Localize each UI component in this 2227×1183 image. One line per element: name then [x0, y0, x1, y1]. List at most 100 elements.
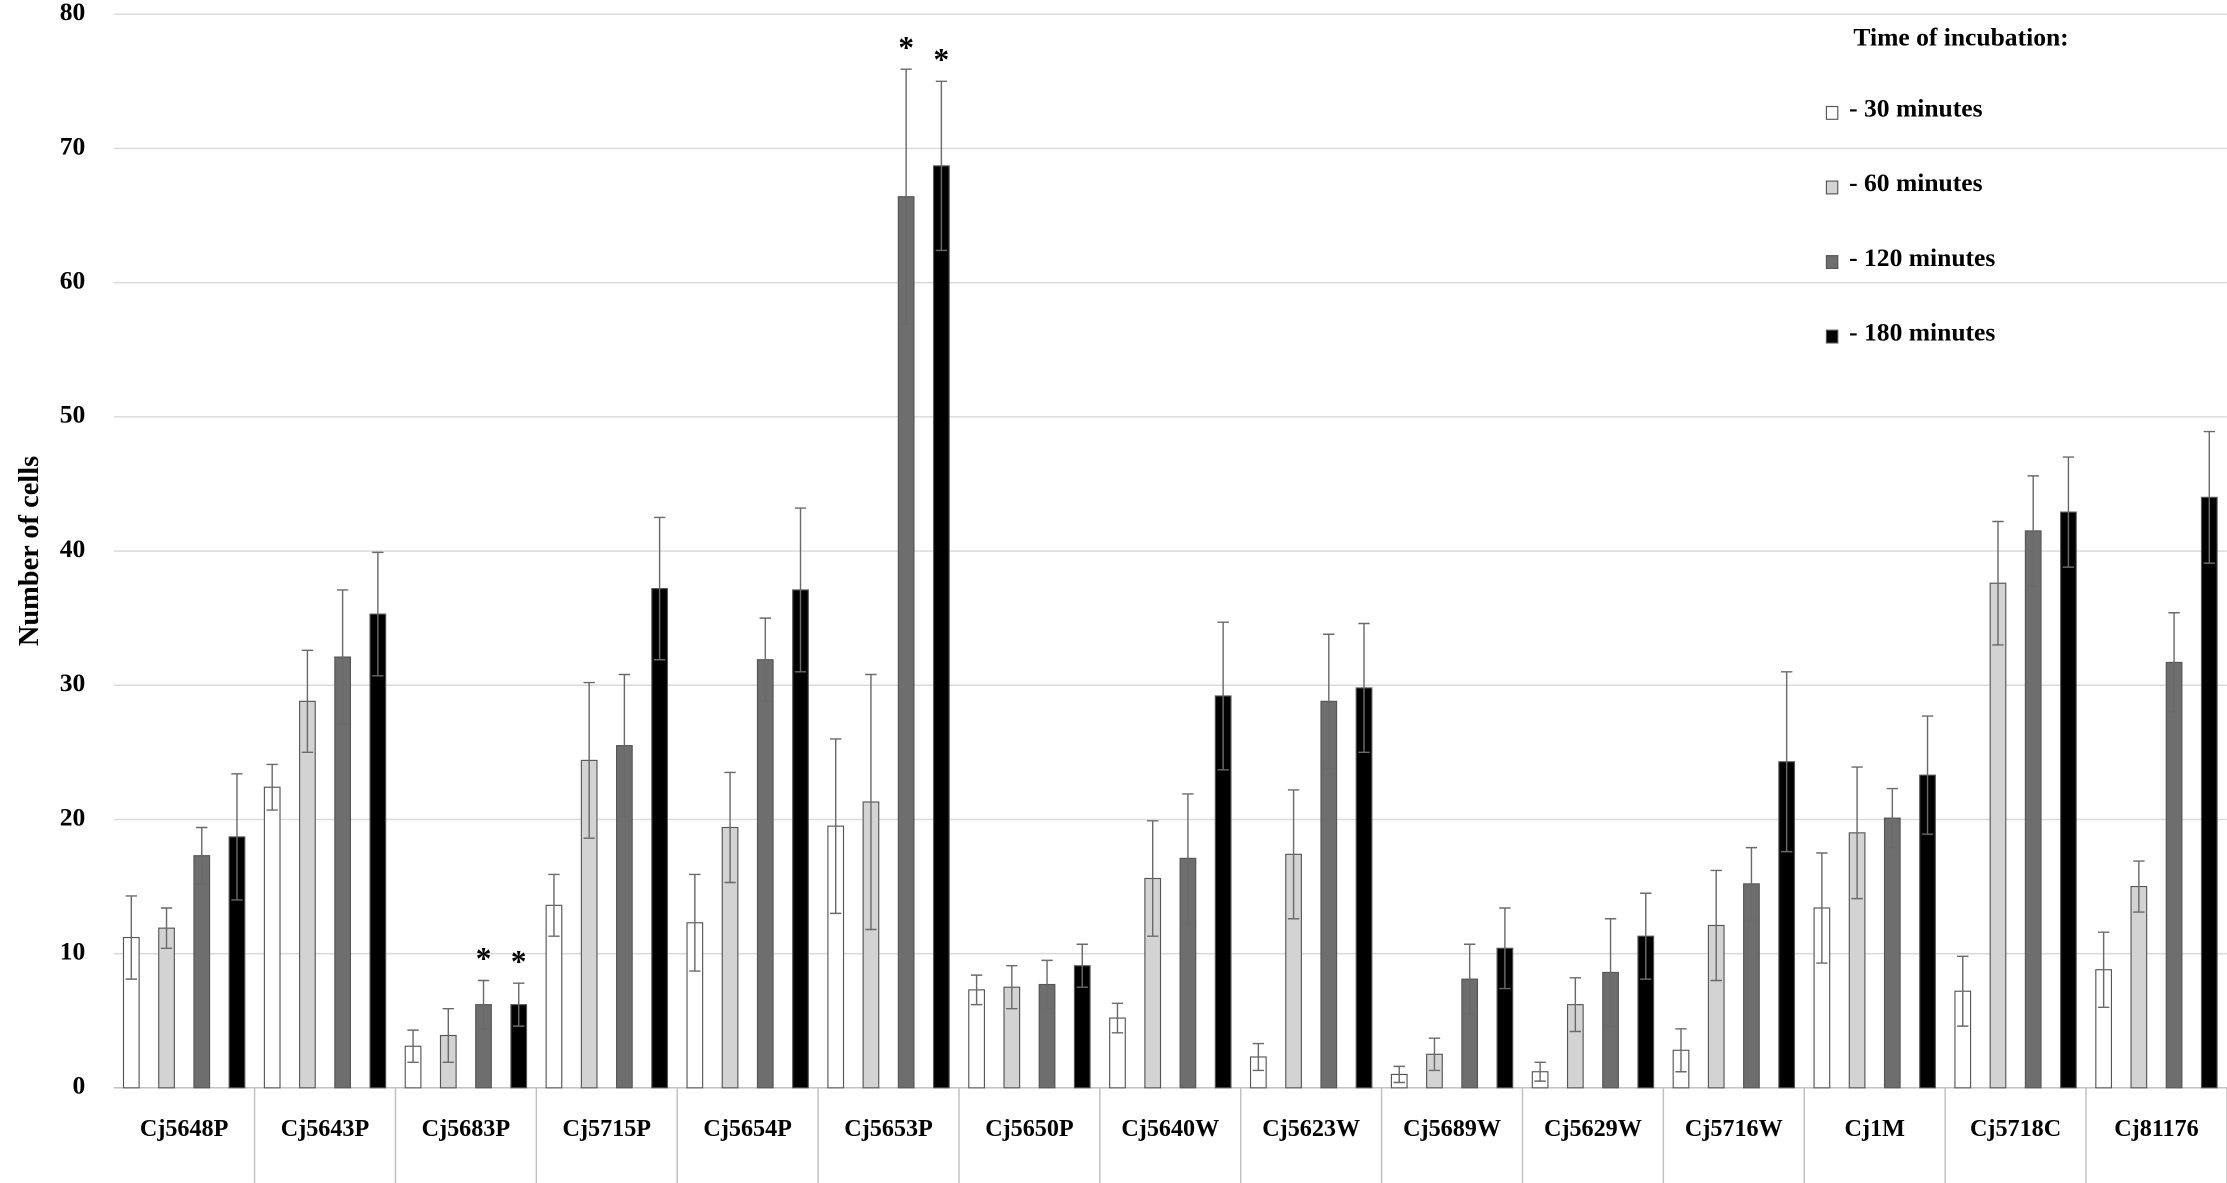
- y-tick-label: 10: [60, 937, 86, 966]
- bar: [2024, 530, 2042, 1089]
- error-bar: [372, 551, 384, 677]
- bar: [193, 855, 211, 1089]
- error-bar: [1393, 1065, 1405, 1084]
- legend-swatch: [1825, 255, 1839, 269]
- legend-swatch: [1825, 105, 1839, 120]
- x-tick-label: Cj5623W: [1262, 1115, 1360, 1142]
- error-bar: [1287, 789, 1300, 920]
- error-bar: [548, 873, 560, 937]
- bar: [2130, 885, 2148, 1089]
- bar: [651, 588, 668, 1089]
- error-bar: [1111, 1002, 1124, 1034]
- error-bar: [477, 979, 490, 1030]
- bar: [158, 927, 175, 1089]
- error-bar: [583, 681, 595, 839]
- error-bar: [1323, 633, 1335, 770]
- x-tick-label: Cj5640W: [1121, 1115, 1219, 1142]
- error-bar: [2097, 931, 2110, 1009]
- x-tick-label: Cj1M: [1845, 1115, 1906, 1142]
- bar: [299, 700, 316, 1089]
- legend-label: - 30 minutes: [1849, 94, 1982, 123]
- bar: [2165, 661, 2183, 1089]
- bar: [1989, 582, 2007, 1089]
- bar: [1883, 817, 1901, 1089]
- x-tick-label: Cj5716W: [1685, 1115, 1783, 1142]
- x-tick-label: Cj5629W: [1544, 1115, 1642, 1142]
- error-bar: [1463, 943, 1476, 1015]
- error-bar: [724, 771, 736, 884]
- error-bar: [970, 974, 983, 1006]
- error-bar: [1499, 907, 1511, 990]
- error-bar: [1957, 955, 1969, 1027]
- legend-swatch: [1825, 180, 1839, 195]
- y-tick-label: 20: [60, 802, 86, 831]
- error-bar: [1604, 918, 1617, 1027]
- legend-label: - 60 minutes: [1849, 168, 1982, 197]
- error-bar: [1780, 671, 1793, 853]
- x-tick-label: Cj5683P: [422, 1115, 511, 1142]
- error-bar: [653, 516, 666, 661]
- error-bar: [2062, 456, 2075, 568]
- significance-marker: *: [934, 42, 950, 77]
- error-bar: [1992, 520, 2004, 646]
- error-bar: [1217, 621, 1229, 771]
- significance-marker: *: [511, 944, 527, 979]
- error-bar: [301, 649, 314, 754]
- error-bar: [1640, 892, 1652, 980]
- x-tick-label: Cj5643P: [281, 1115, 370, 1142]
- error-bar: [1041, 959, 1053, 1010]
- error-bar: [1851, 766, 1863, 900]
- error-bar: [1534, 1061, 1546, 1082]
- error-bar: [1252, 1042, 1265, 1072]
- error-bar: [1675, 1028, 1687, 1073]
- y-tick-label: 70: [60, 131, 86, 160]
- error-bar: [336, 589, 349, 725]
- legend-label: - 180 minutes: [1849, 317, 1995, 346]
- bar: [369, 613, 387, 1089]
- x-tick-label: Cj5650P: [985, 1115, 1074, 1142]
- x-tick-label: Cj5715P: [563, 1115, 652, 1142]
- bar: [897, 196, 915, 1089]
- y-tick-label: 80: [60, 0, 86, 26]
- error-bar: [1921, 715, 1934, 835]
- error-bar: [196, 826, 208, 885]
- x-tick-label: Cj5718C: [1970, 1115, 2061, 1142]
- error-bar: [1147, 820, 1159, 937]
- y-tick-label: 50: [60, 400, 86, 429]
- error-bar: [160, 907, 173, 949]
- error-bar: [513, 982, 525, 1027]
- y-tick-label: 40: [60, 534, 86, 563]
- bar: [2200, 496, 2218, 1089]
- bar: [756, 659, 774, 1089]
- error-bar: [935, 80, 948, 252]
- error-bar: [865, 673, 877, 931]
- error-bar: [900, 68, 912, 325]
- significance-marker: *: [476, 941, 492, 976]
- error-bar: [1710, 869, 1722, 982]
- y-tick-label: 60: [60, 265, 86, 294]
- error-bar: [125, 895, 137, 980]
- error-bar: [830, 738, 842, 915]
- error-bar: [2133, 860, 2145, 913]
- x-tick-label: Cj5648P: [140, 1115, 229, 1142]
- error-bar: [1358, 622, 1370, 754]
- y-axis-label: Number of cells: [14, 456, 45, 646]
- error-bar: [1428, 1037, 1441, 1072]
- x-tick-label: Cj5653P: [844, 1115, 933, 1142]
- error-bar: [759, 617, 771, 703]
- bar: [263, 786, 281, 1089]
- error-bar: [2027, 475, 2039, 587]
- error-bar: [1182, 793, 1194, 924]
- error-bar: [266, 763, 278, 811]
- x-tick-label: Cj81176: [2114, 1115, 2198, 1142]
- error-bar: [689, 873, 701, 972]
- error-bar: [1745, 846, 1758, 921]
- error-bar: [1886, 787, 1899, 849]
- error-bar: [231, 773, 243, 901]
- error-bar: [1006, 965, 1018, 1010]
- significance-marker: *: [898, 30, 914, 65]
- error-bar: [1076, 943, 1088, 988]
- y-tick-label: 30: [60, 668, 86, 697]
- error-bar: [2168, 612, 2180, 713]
